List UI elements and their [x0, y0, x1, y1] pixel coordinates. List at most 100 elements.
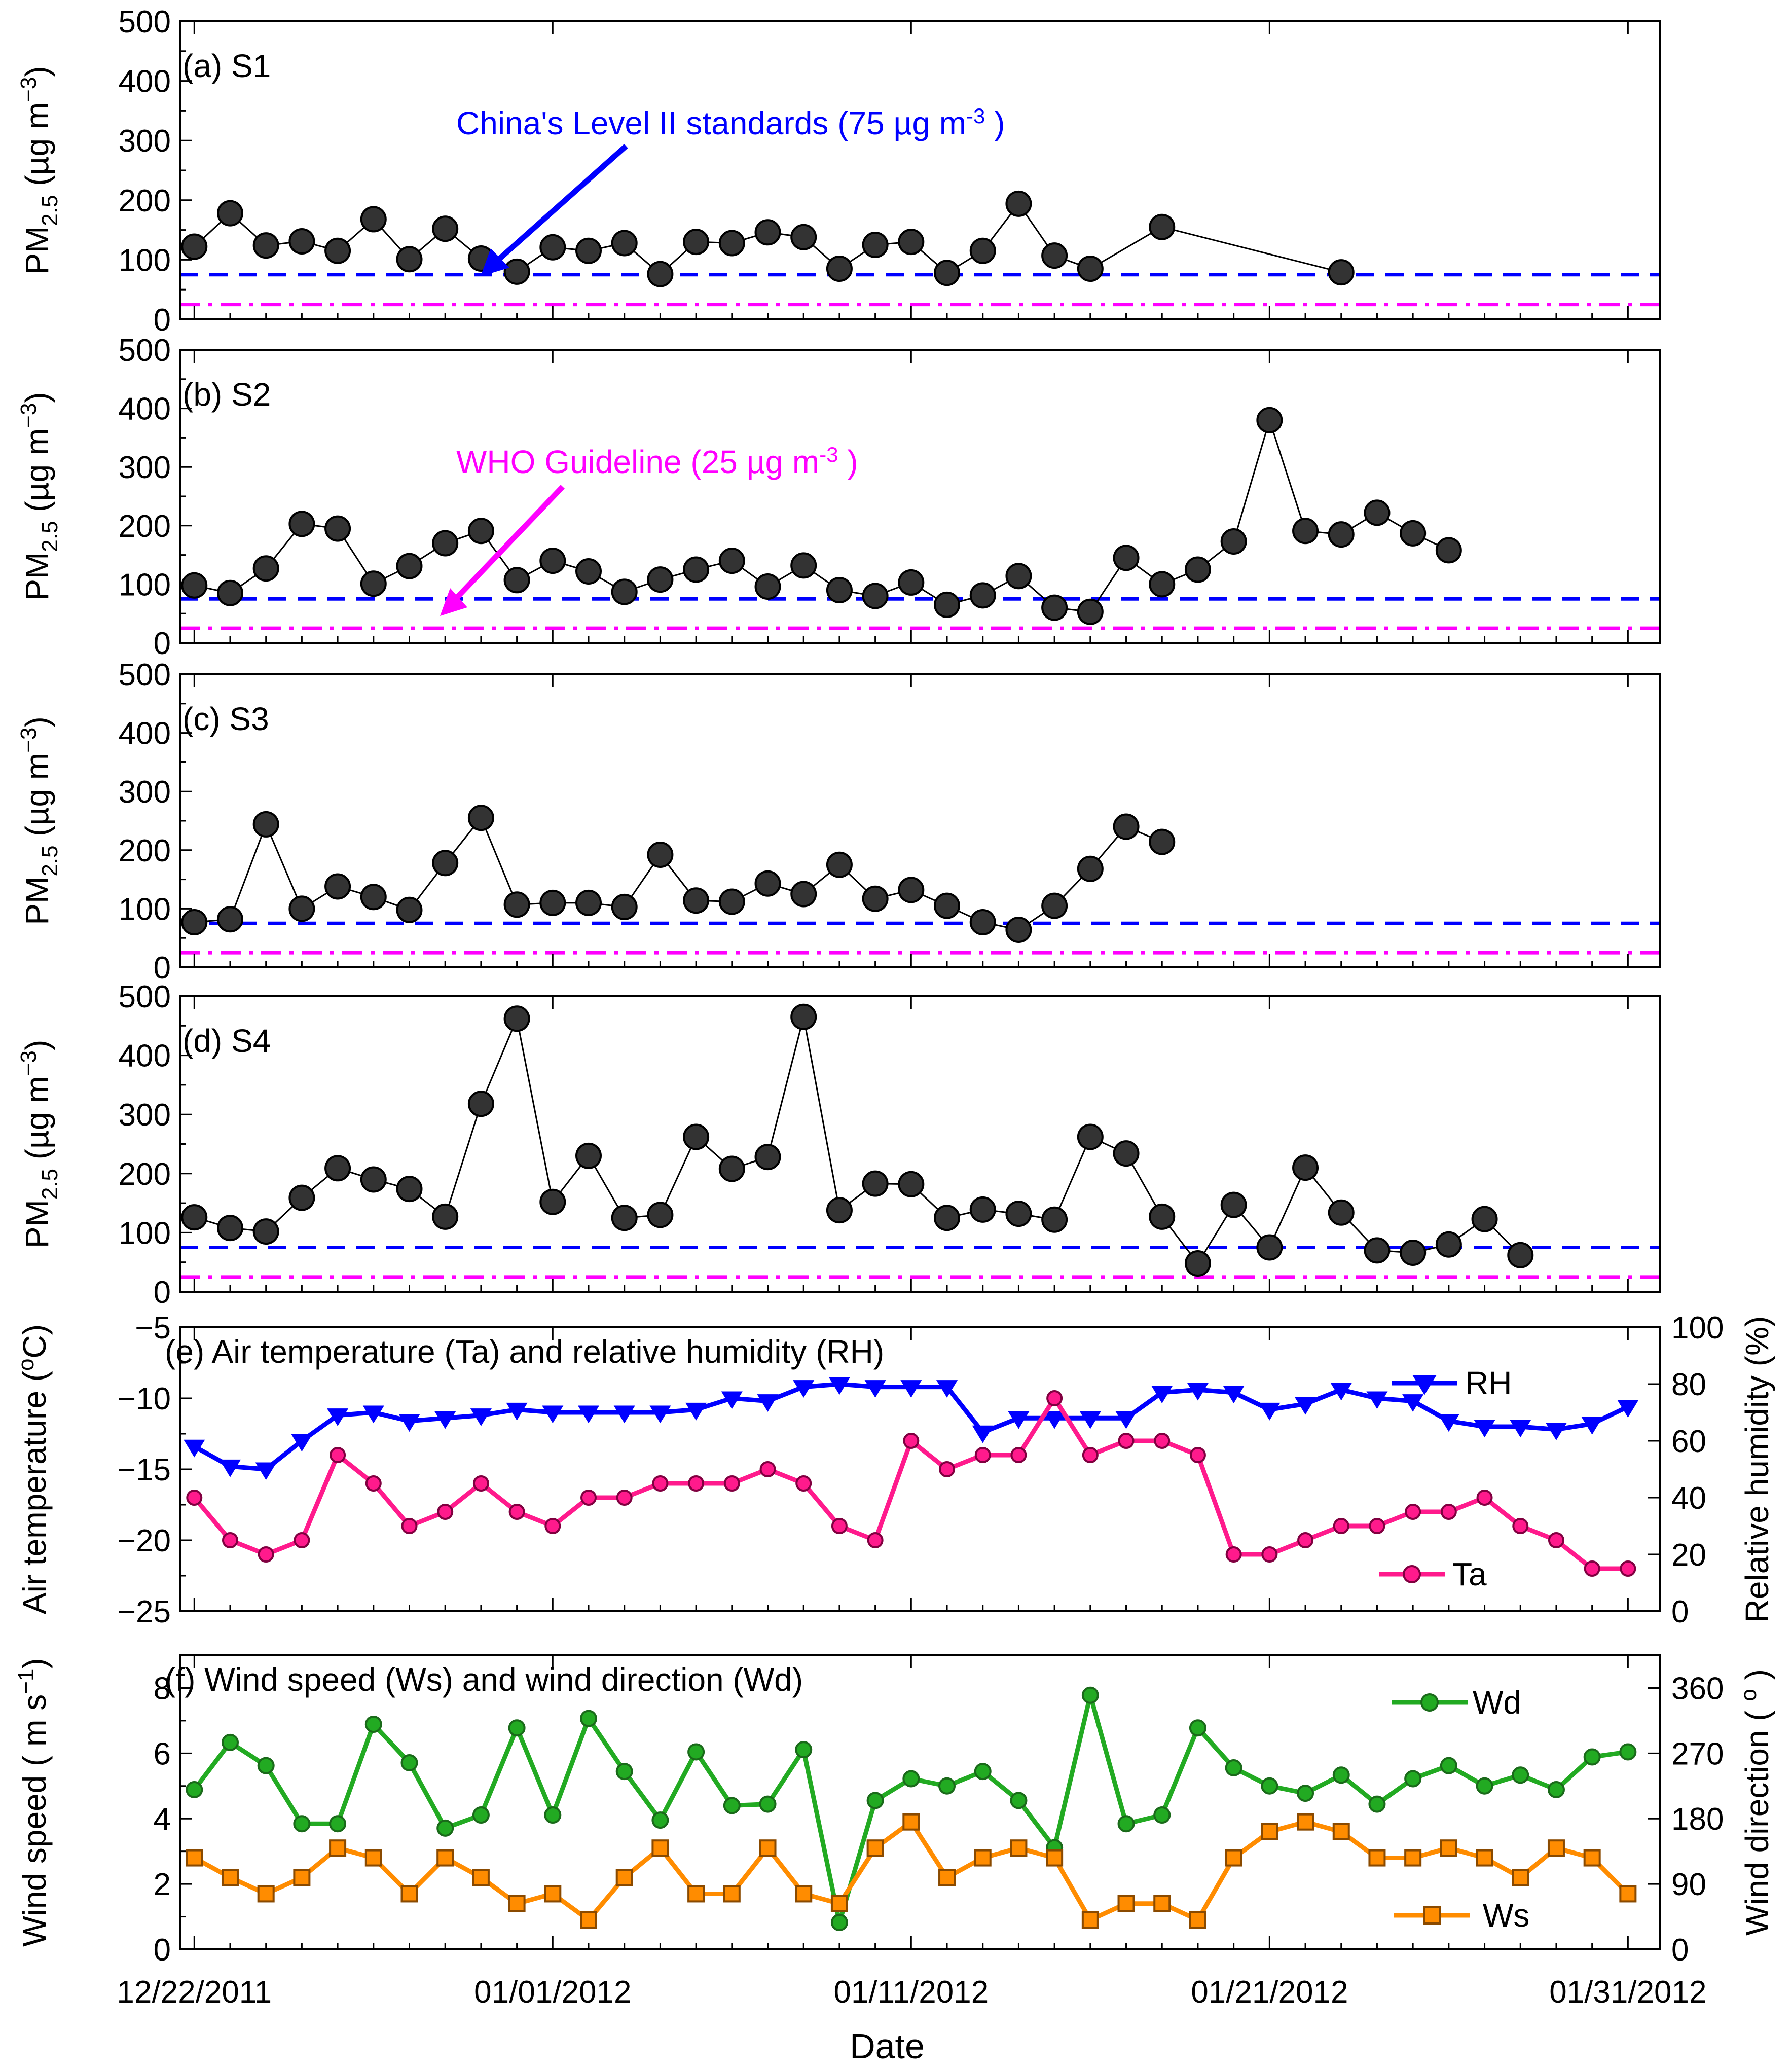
data-point-ta	[1512, 1518, 1529, 1534]
data-point	[1077, 1123, 1104, 1150]
data-point-rh	[613, 1405, 635, 1424]
data-point-wd	[1476, 1777, 1493, 1795]
data-point-wd	[1261, 1777, 1278, 1795]
data-point	[718, 230, 745, 257]
y-tick-label: −5	[135, 1311, 171, 1346]
data-point	[754, 1144, 781, 1171]
data-point	[611, 893, 638, 920]
y-tick-label: 200	[119, 833, 171, 868]
data-point	[647, 261, 674, 287]
data-point	[1471, 1206, 1498, 1232]
data-point	[1113, 1140, 1140, 1167]
data-point	[754, 870, 781, 897]
data-point	[934, 892, 961, 919]
data-point-ws	[795, 1885, 813, 1903]
data-point	[898, 229, 925, 256]
data-point	[539, 234, 566, 261]
data-point-ta	[1548, 1532, 1564, 1548]
data-point-rh	[1259, 1402, 1281, 1421]
data-point	[396, 246, 423, 273]
data-point-rh	[398, 1414, 420, 1432]
data-point	[360, 884, 387, 911]
data-point-rh	[1187, 1383, 1209, 1401]
data-point-rh	[506, 1402, 528, 1421]
data-point	[539, 1188, 566, 1215]
legend-rh: RH	[1392, 1365, 1512, 1401]
y-right-tick-label: 0	[1671, 1594, 1689, 1629]
data-point-rh	[1474, 1420, 1495, 1438]
y-axis-title-right: Wind direction ( o )	[1736, 1669, 1775, 1936]
y-tick-label: −25	[118, 1594, 171, 1629]
data-point-ws	[1081, 1911, 1099, 1929]
data-point-rh	[864, 1380, 886, 1398]
y-tick-label: 100	[119, 243, 171, 278]
data-point-rh	[362, 1405, 384, 1424]
data-point	[1077, 855, 1104, 882]
data-point-ta	[1082, 1447, 1099, 1463]
data-point-wd	[1512, 1766, 1529, 1784]
data-point	[1149, 828, 1176, 855]
data-point-ws	[436, 1849, 454, 1867]
data-point-rh	[972, 1425, 994, 1443]
data-point	[288, 511, 315, 537]
x-tick-label: 12/22/2011	[117, 1975, 272, 2010]
who-guideline-annotation: WHO Guideline (25 µg m-3 )	[440, 443, 858, 616]
data-point-wd	[830, 1914, 848, 1932]
data-point-ta	[1261, 1546, 1278, 1563]
y-right-tick-label: 180	[1671, 1802, 1724, 1837]
y-tick-label: 400	[119, 716, 171, 751]
data-point-rh	[1115, 1411, 1137, 1429]
data-point-rh	[542, 1405, 564, 1424]
data-point-wd	[974, 1763, 992, 1781]
data-point	[181, 233, 208, 260]
data-point-ws	[1010, 1839, 1028, 1857]
data-point-ta	[759, 1461, 776, 1477]
panel-label: (e) Air temperature (Ta) and relative hu…	[165, 1333, 884, 1370]
data-point	[611, 1205, 638, 1231]
y-tick-label: −15	[118, 1453, 171, 1487]
data-point-wd	[257, 1757, 275, 1774]
data-point-ta	[1046, 1390, 1063, 1406]
data-point	[1364, 499, 1391, 526]
data-point-ws	[221, 1869, 239, 1886]
y-tick-label: 300	[119, 775, 171, 810]
data-point-ws	[1332, 1823, 1350, 1840]
data-point	[862, 583, 889, 609]
data-point-rh	[1044, 1411, 1066, 1429]
legend-ws: Ws	[1394, 1897, 1529, 1934]
data-point	[252, 811, 279, 838]
data-point	[1328, 521, 1355, 548]
data-point-wd	[1117, 1815, 1135, 1833]
legend-marker-ta	[1403, 1565, 1421, 1583]
y-right-tick-label: 270	[1671, 1736, 1724, 1771]
data-point	[826, 1197, 853, 1224]
data-point-ta	[544, 1518, 561, 1534]
data-point	[1149, 571, 1176, 598]
data-point-wd	[1547, 1781, 1565, 1798]
data-point-ws	[580, 1911, 598, 1929]
data-point-wd	[795, 1741, 813, 1759]
data-point	[718, 888, 745, 915]
y-right-tick-label: 90	[1671, 1867, 1706, 1902]
data-point	[575, 558, 602, 585]
data-point-wd	[508, 1719, 526, 1737]
legend-wd: Wd	[1392, 1684, 1521, 1721]
pm-panel-2: 0 100 200 300 400 500 PM2.5 (µg m−3) (b) S2	[16, 333, 1661, 661]
data-point	[1292, 518, 1319, 545]
data-point-ws	[544, 1885, 562, 1903]
data-point	[216, 200, 243, 227]
data-point-ta	[401, 1518, 418, 1534]
data-point-rh	[1545, 1423, 1567, 1440]
data-point	[683, 1123, 710, 1150]
data-point-rh	[757, 1394, 779, 1412]
y-tick-label: 4	[154, 1802, 171, 1837]
legend-label-ws: Ws	[1483, 1897, 1529, 1934]
data-point-wd	[866, 1792, 884, 1809]
data-point	[934, 591, 961, 618]
data-point	[575, 889, 602, 916]
data-point-ta	[831, 1518, 848, 1534]
legend-marker-wd	[1420, 1693, 1439, 1712]
data-point	[1149, 213, 1176, 240]
legend-ta: Ta	[1379, 1556, 1487, 1592]
data-point-ws	[830, 1895, 848, 1912]
